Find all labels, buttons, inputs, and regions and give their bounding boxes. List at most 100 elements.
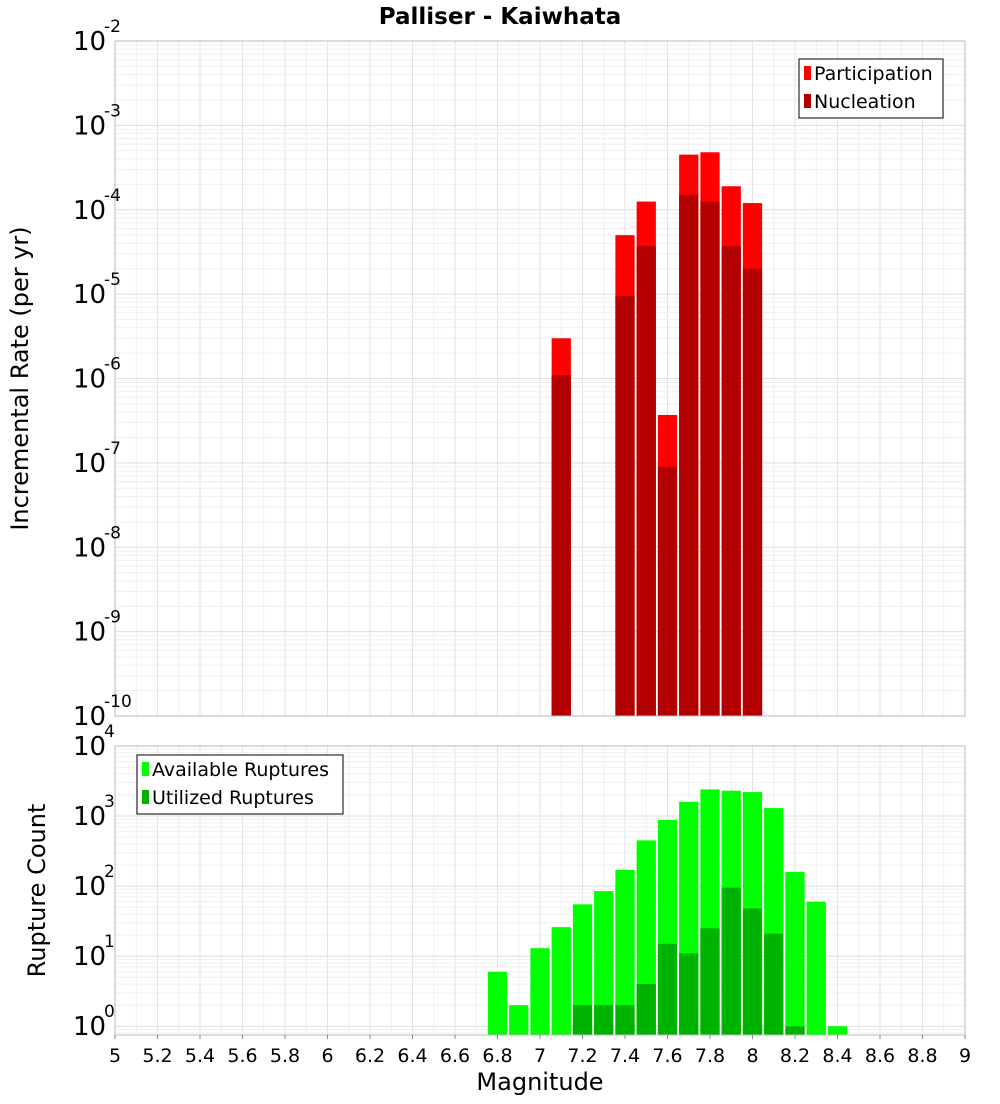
x-tick-label: 6.6 <box>440 1045 470 1067</box>
x-tick-label: 7 <box>534 1045 546 1067</box>
bar <box>594 891 614 1035</box>
y-tick-exponent: 2 <box>104 862 115 882</box>
y-tick-label: 10 <box>73 196 106 226</box>
x-tick-label: 8.6 <box>865 1045 895 1067</box>
legend-box <box>136 754 344 815</box>
bar <box>509 1005 529 1035</box>
x-tick-label: 5.6 <box>227 1045 257 1067</box>
x-tick-label: 7.8 <box>695 1045 725 1067</box>
y-tick-exponent: -10 <box>104 692 132 712</box>
y-tick-exponent: -6 <box>104 355 121 375</box>
bar <box>764 933 784 1035</box>
legend-label: Available Ruptures <box>152 759 329 781</box>
series-nucleation <box>551 194 763 716</box>
bar <box>806 901 826 1035</box>
y-tick-label: 10 <box>73 1012 106 1042</box>
y-tick-label: 10 <box>73 449 106 479</box>
bar <box>636 246 656 716</box>
y-axis-label: Incremental Rate (per yr) <box>6 226 34 530</box>
series-utilized-ruptures <box>572 887 805 1035</box>
y-tick-exponent: -8 <box>104 523 121 543</box>
y-tick-exponent: 4 <box>104 722 115 742</box>
chart-title: Palliser - Kaiwhata <box>379 4 622 30</box>
y-tick-label: 10 <box>73 533 106 563</box>
x-tick-label: 8.2 <box>780 1045 810 1067</box>
y-axis-label: Rupture Count <box>23 804 51 978</box>
legend-box <box>798 58 944 119</box>
bar <box>594 1005 614 1035</box>
x-tick-label: 6 <box>321 1045 333 1067</box>
bar <box>657 466 678 716</box>
x-tick-label: 8.4 <box>822 1045 852 1067</box>
legend-swatch <box>804 66 811 80</box>
y-tick-label: 10 <box>73 618 106 648</box>
legend-swatch <box>804 94 811 108</box>
x-tick-label: 7.4 <box>610 1045 640 1067</box>
y-tick-exponent: -2 <box>104 17 121 37</box>
x-axis-label: Magnitude <box>476 1068 603 1096</box>
bar <box>572 1005 593 1035</box>
y-tick-label: 10 <box>73 702 106 732</box>
bar <box>742 908 763 1035</box>
x-tick-label: 5.8 <box>270 1045 300 1067</box>
bar <box>657 943 678 1035</box>
y-tick-exponent: 3 <box>104 792 115 812</box>
y-tick-label: 10 <box>73 732 106 762</box>
y-tick-label: 10 <box>73 27 106 57</box>
grid <box>114 41 966 717</box>
bar <box>615 1005 635 1035</box>
bar <box>785 1026 805 1035</box>
y-tick-label: 10 <box>73 802 106 832</box>
y-tick-exponent: -5 <box>104 270 121 290</box>
y-tick-exponent: 0 <box>104 1002 115 1022</box>
x-tick-label: 8.8 <box>907 1045 937 1067</box>
x-tick-label: 8 <box>746 1045 758 1067</box>
y-tick-exponent: -9 <box>104 608 121 628</box>
bar <box>700 201 720 716</box>
y-tick-exponent: -4 <box>104 186 121 206</box>
x-tick-label: 6.8 <box>482 1045 512 1067</box>
bar <box>721 246 741 716</box>
plot-border <box>114 40 966 717</box>
bar <box>572 904 593 1035</box>
bar <box>636 984 656 1035</box>
bar <box>700 928 720 1035</box>
y-tick-exponent: -3 <box>104 101 121 121</box>
legend-swatch <box>142 762 149 776</box>
y-tick-label: 10 <box>73 942 106 972</box>
bar <box>615 869 635 1035</box>
y-tick-label: 10 <box>73 872 106 902</box>
bar <box>721 887 741 1035</box>
x-tick-label: 9 <box>959 1045 971 1067</box>
x-tick-label: 5.4 <box>185 1045 215 1067</box>
bar <box>551 375 571 716</box>
legend-swatch <box>142 790 149 804</box>
x-tick-label: 6.4 <box>397 1045 427 1067</box>
y-tick-exponent: 1 <box>104 932 115 952</box>
bar <box>530 948 550 1035</box>
y-tick-label: 10 <box>73 365 106 395</box>
bar <box>679 194 699 716</box>
x-tick-label: 7.2 <box>567 1045 597 1067</box>
y-tick-label: 10 <box>73 111 106 141</box>
legend-label: Participation <box>814 63 933 85</box>
bar <box>615 296 635 716</box>
bar <box>551 927 571 1035</box>
x-tick-label: 5 <box>109 1045 121 1067</box>
legend-label: Nucleation <box>814 91 916 113</box>
bar <box>742 268 763 716</box>
y-tick-exponent: -7 <box>104 439 121 459</box>
bar <box>785 871 805 1035</box>
incremental-rate-plot: 10-1010-910-810-710-610-510-410-310-2Inc… <box>6 17 966 732</box>
x-tick-labels: 5 5.2 5.4 5.6 5.8 6 6.2 6.4 6.6 6.8 7 7.2 7.4 7.6 7.8 8… <box>109 1035 971 1067</box>
bar <box>487 971 508 1035</box>
bar <box>827 1026 848 1035</box>
bar <box>679 953 699 1035</box>
x-tick-label: 7.6 <box>652 1045 682 1067</box>
x-tick-label: 5.2 <box>142 1045 172 1067</box>
